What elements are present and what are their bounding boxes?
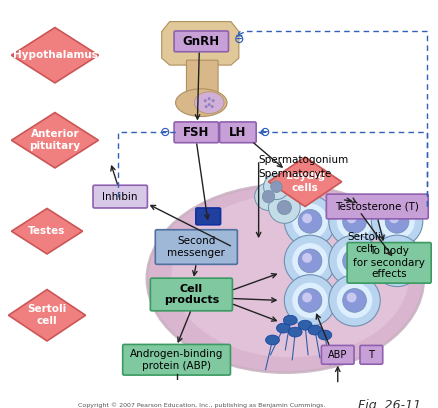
Text: To body
for secondary
effects: To body for secondary effects: [353, 246, 424, 279]
Circle shape: [336, 204, 371, 239]
Circle shape: [346, 293, 356, 302]
Circle shape: [378, 243, 414, 279]
Polygon shape: [268, 157, 341, 206]
Circle shape: [292, 283, 327, 318]
Text: Androgen-binding
protein (ABP): Androgen-binding protein (ABP): [130, 349, 223, 370]
Circle shape: [342, 249, 366, 273]
Circle shape: [388, 253, 398, 263]
Circle shape: [297, 209, 321, 233]
Circle shape: [284, 195, 335, 247]
Circle shape: [371, 235, 422, 286]
Ellipse shape: [147, 185, 423, 373]
Circle shape: [261, 191, 274, 203]
Circle shape: [276, 200, 291, 215]
FancyBboxPatch shape: [93, 185, 147, 208]
Circle shape: [328, 195, 379, 247]
Circle shape: [297, 288, 321, 312]
Circle shape: [268, 192, 300, 223]
Circle shape: [263, 174, 289, 200]
Text: ABP: ABP: [327, 350, 346, 360]
Circle shape: [342, 209, 366, 233]
Polygon shape: [161, 22, 238, 65]
Text: T: T: [367, 350, 374, 360]
FancyBboxPatch shape: [359, 346, 382, 364]
Circle shape: [297, 249, 321, 273]
Circle shape: [301, 253, 311, 263]
Circle shape: [204, 105, 207, 108]
Circle shape: [207, 97, 210, 100]
Text: Cell
products: Cell products: [163, 284, 219, 305]
Circle shape: [346, 253, 356, 263]
Ellipse shape: [171, 194, 408, 357]
Circle shape: [301, 293, 311, 302]
Circle shape: [328, 235, 379, 286]
Polygon shape: [11, 113, 98, 168]
Polygon shape: [11, 208, 82, 254]
Polygon shape: [8, 290, 85, 341]
FancyBboxPatch shape: [174, 122, 218, 143]
Circle shape: [292, 243, 327, 279]
Text: Anterior
pituitary: Anterior pituitary: [29, 129, 80, 151]
Circle shape: [336, 243, 371, 279]
Text: LH: LH: [229, 126, 246, 139]
FancyBboxPatch shape: [219, 122, 256, 143]
Circle shape: [211, 99, 214, 102]
Ellipse shape: [288, 327, 301, 337]
Text: ⊖: ⊖: [260, 126, 270, 139]
Text: Spermatocyte: Spermatocyte: [258, 169, 331, 179]
Circle shape: [388, 213, 398, 223]
Text: Spermatogonium: Spermatogonium: [258, 155, 348, 165]
Text: Hypothalamus: Hypothalamus: [12, 50, 97, 60]
Text: Sertoli
cell: Sertoli cell: [347, 232, 381, 254]
FancyBboxPatch shape: [321, 346, 353, 364]
FancyBboxPatch shape: [195, 208, 220, 225]
Text: Sertoli
cell: Sertoli cell: [27, 304, 67, 326]
Circle shape: [292, 204, 327, 239]
Text: Second
messenger: Second messenger: [167, 236, 225, 258]
Text: Leydig
cells: Leydig cells: [285, 171, 324, 193]
Text: Fig. 26-11: Fig. 26-11: [357, 399, 420, 408]
Ellipse shape: [297, 320, 311, 330]
Circle shape: [203, 99, 206, 102]
Ellipse shape: [265, 335, 279, 345]
Text: GnRH: GnRH: [182, 35, 219, 48]
Circle shape: [378, 204, 414, 239]
FancyBboxPatch shape: [155, 230, 237, 264]
Circle shape: [210, 105, 213, 108]
Circle shape: [371, 195, 422, 247]
Circle shape: [384, 249, 408, 273]
FancyBboxPatch shape: [174, 31, 228, 52]
Ellipse shape: [276, 323, 290, 333]
Polygon shape: [11, 27, 98, 83]
Ellipse shape: [194, 92, 223, 113]
FancyBboxPatch shape: [325, 194, 427, 219]
Ellipse shape: [175, 89, 226, 117]
Circle shape: [254, 183, 282, 211]
Circle shape: [207, 103, 210, 106]
Circle shape: [270, 181, 282, 193]
Circle shape: [284, 275, 335, 326]
Text: ⊖: ⊖: [159, 126, 170, 139]
FancyBboxPatch shape: [150, 278, 232, 311]
Ellipse shape: [317, 330, 331, 340]
Text: ⊖: ⊖: [233, 33, 244, 46]
Ellipse shape: [283, 315, 297, 325]
Text: Copyright © 2007 Pearson Education, Inc., publishing as Benjamin Cummings.: Copyright © 2007 Pearson Education, Inc.…: [78, 402, 324, 408]
FancyBboxPatch shape: [346, 243, 430, 283]
Text: Testosterone (T): Testosterone (T): [335, 202, 418, 211]
Text: Inhibin: Inhibin: [102, 192, 138, 202]
Circle shape: [342, 288, 366, 312]
Circle shape: [284, 235, 335, 286]
Circle shape: [328, 275, 379, 326]
FancyBboxPatch shape: [122, 344, 230, 375]
Circle shape: [384, 209, 408, 233]
Text: Testes: Testes: [28, 226, 66, 236]
Circle shape: [346, 213, 356, 223]
Text: FSH: FSH: [183, 126, 209, 139]
Circle shape: [336, 283, 371, 318]
FancyBboxPatch shape: [186, 60, 218, 100]
Ellipse shape: [307, 325, 321, 335]
Circle shape: [301, 213, 311, 223]
